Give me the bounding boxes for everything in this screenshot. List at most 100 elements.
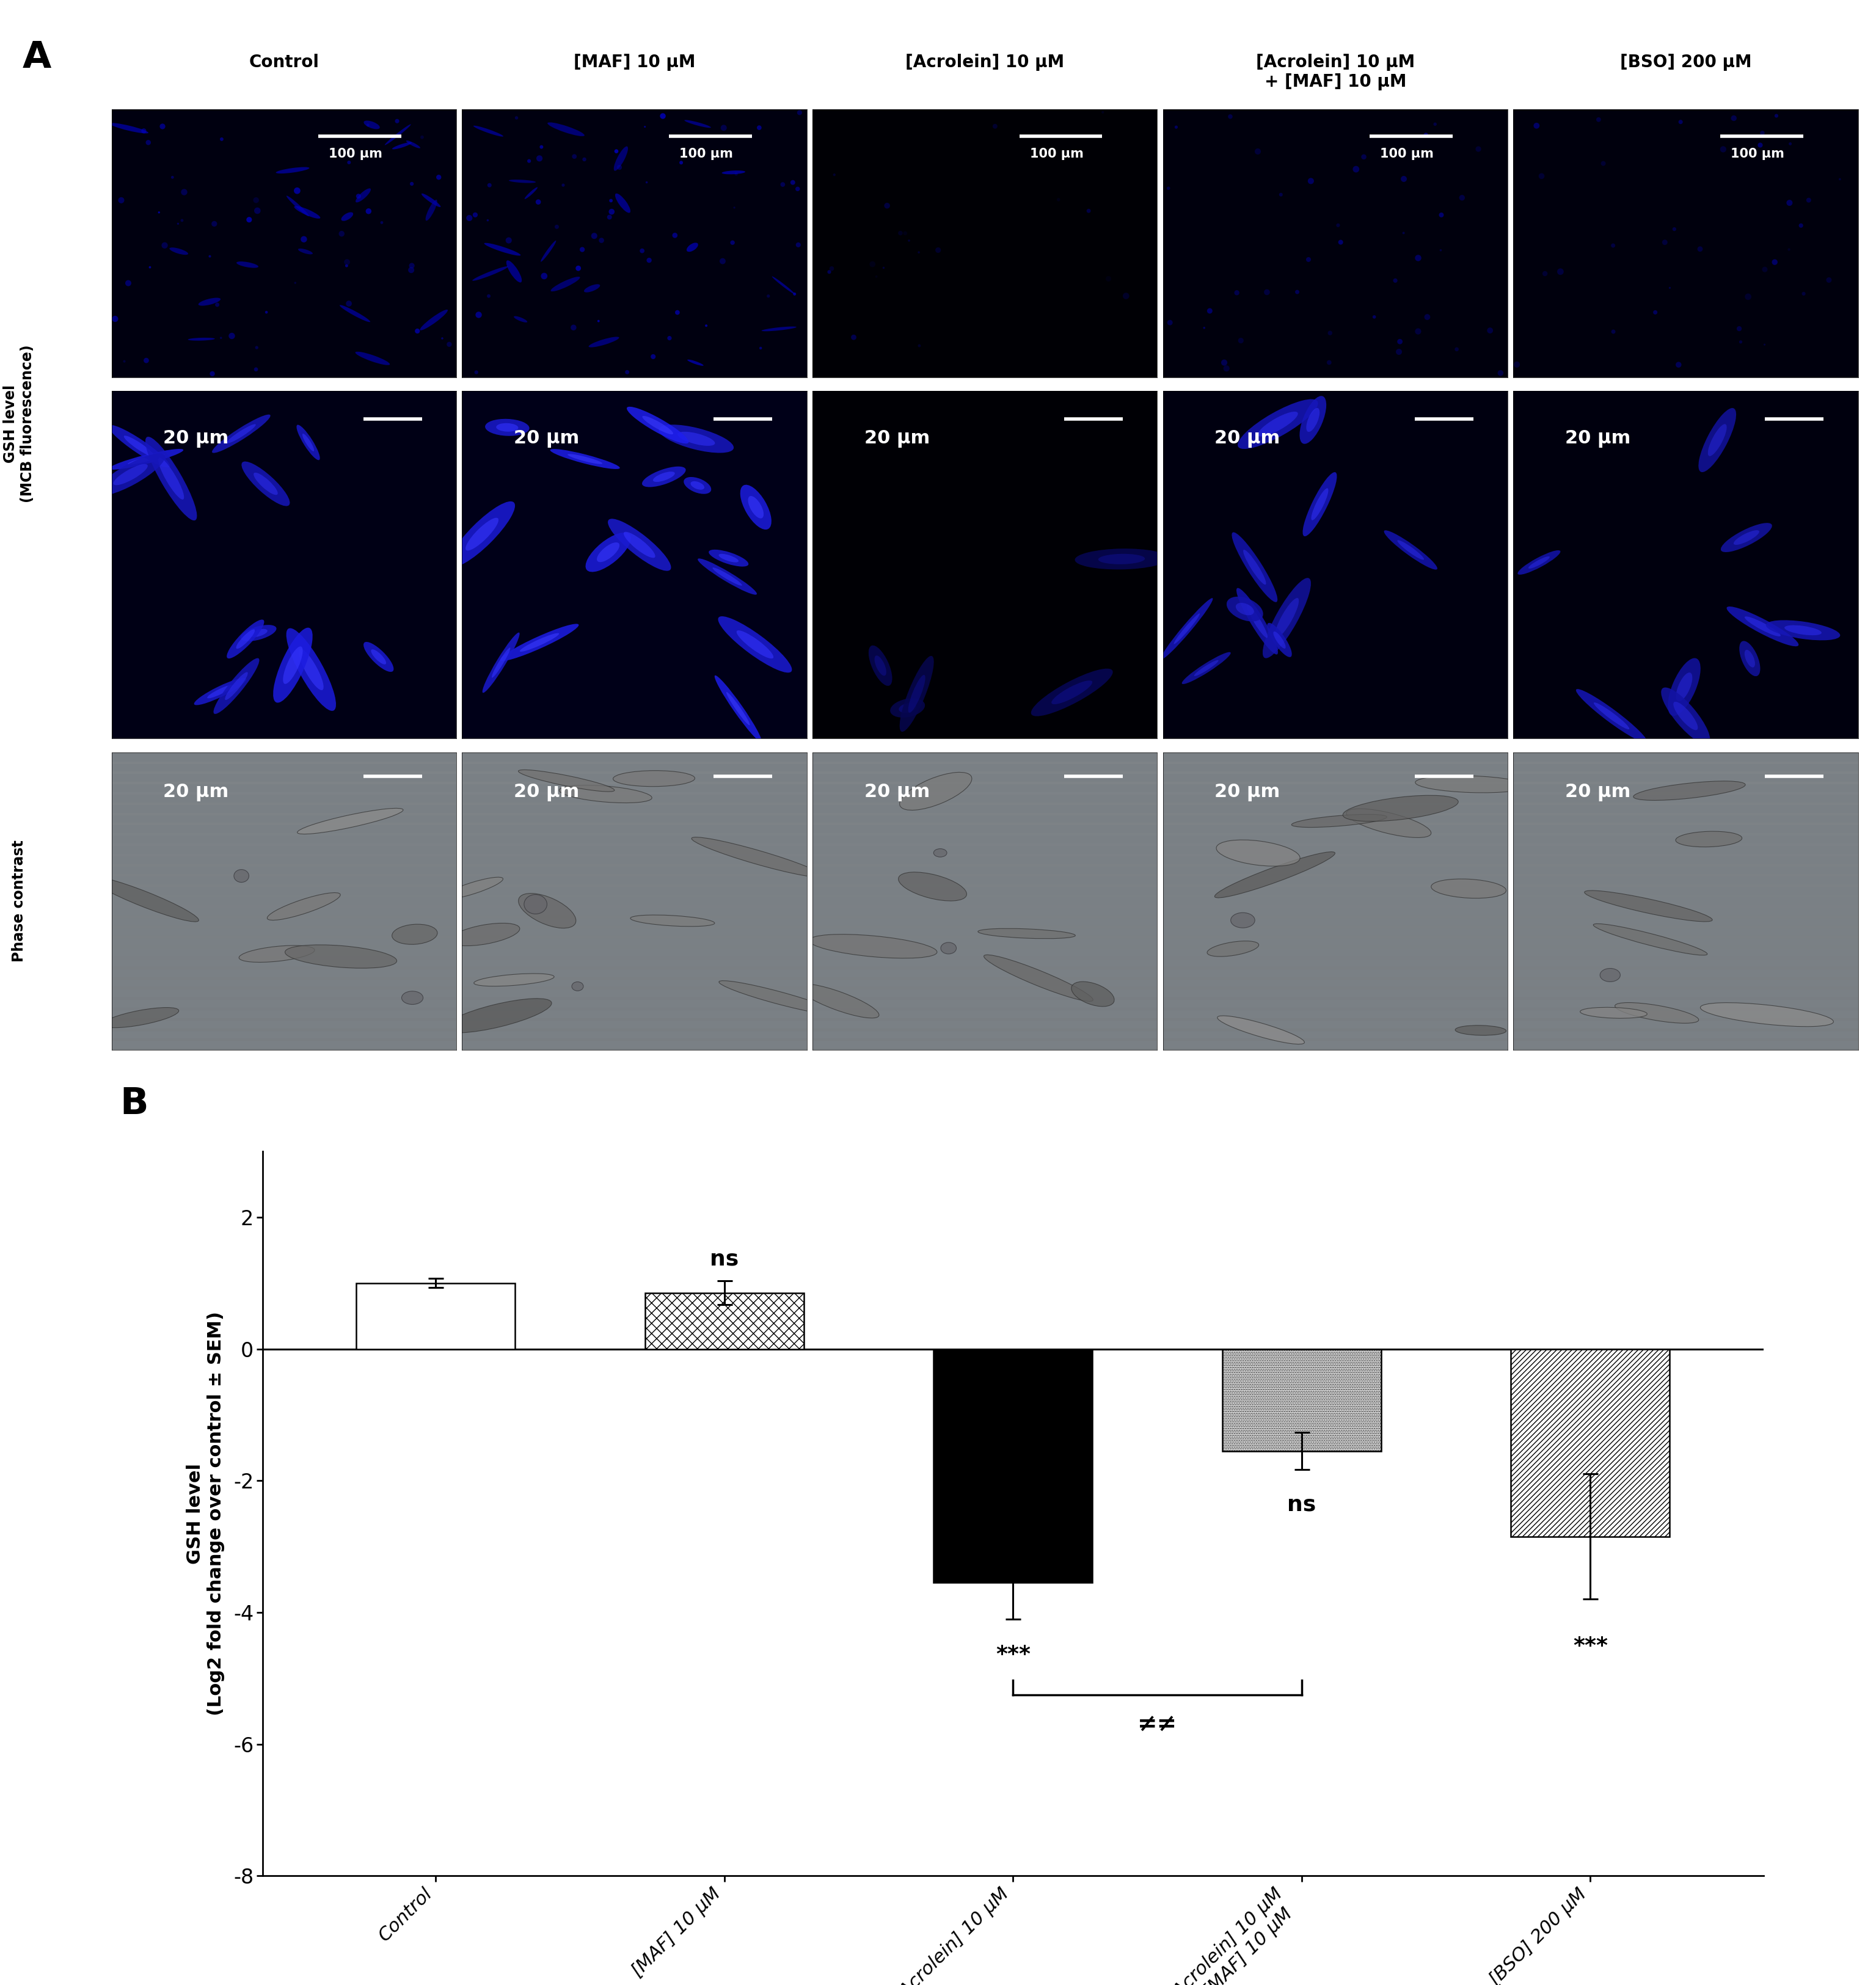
- Point: [525, 143, 555, 175]
- Ellipse shape: [1347, 808, 1431, 838]
- Ellipse shape: [726, 693, 750, 725]
- Point: [107, 185, 137, 216]
- Text: [Acrolein] 10 μM: [Acrolein] 10 μM: [906, 54, 1064, 71]
- Point: [655, 322, 685, 353]
- Ellipse shape: [1274, 597, 1298, 637]
- Ellipse shape: [608, 518, 672, 572]
- Ellipse shape: [371, 649, 386, 665]
- Ellipse shape: [749, 496, 764, 518]
- Point: [326, 218, 356, 250]
- Point: [1251, 276, 1281, 308]
- Ellipse shape: [124, 435, 154, 457]
- Ellipse shape: [1698, 409, 1735, 472]
- Point: [1296, 165, 1326, 197]
- Ellipse shape: [552, 276, 580, 292]
- Point: [343, 181, 373, 212]
- Point: [816, 252, 846, 284]
- Ellipse shape: [1593, 923, 1707, 955]
- Ellipse shape: [653, 472, 675, 482]
- Ellipse shape: [1675, 673, 1692, 701]
- Point: [473, 204, 503, 236]
- Ellipse shape: [484, 242, 522, 256]
- Bar: [1223, 1350, 1381, 1451]
- Point: [563, 252, 593, 284]
- Point: [131, 345, 161, 377]
- Point: [1212, 353, 1242, 385]
- Point: [709, 111, 739, 143]
- Point: [647, 99, 677, 131]
- Ellipse shape: [762, 326, 797, 331]
- Text: 20 μm: 20 μm: [865, 429, 930, 447]
- Ellipse shape: [507, 260, 522, 282]
- Point: [529, 260, 559, 292]
- Ellipse shape: [737, 631, 773, 659]
- Point: [251, 296, 281, 328]
- Ellipse shape: [1216, 840, 1300, 865]
- Ellipse shape: [199, 298, 221, 306]
- Point: [1403, 316, 1433, 347]
- Point: [583, 306, 613, 337]
- Ellipse shape: [900, 655, 934, 732]
- Ellipse shape: [719, 981, 837, 1014]
- Ellipse shape: [658, 425, 734, 453]
- Ellipse shape: [685, 119, 711, 127]
- Point: [690, 310, 720, 341]
- Ellipse shape: [1227, 597, 1263, 621]
- Ellipse shape: [889, 699, 925, 717]
- Ellipse shape: [1218, 1016, 1304, 1044]
- Point: [169, 177, 199, 208]
- Ellipse shape: [615, 193, 630, 212]
- Ellipse shape: [298, 248, 313, 254]
- Point: [460, 198, 490, 230]
- Point: [1649, 226, 1679, 258]
- Ellipse shape: [169, 248, 188, 254]
- Point: [872, 191, 902, 222]
- Ellipse shape: [206, 685, 233, 699]
- Ellipse shape: [525, 187, 538, 198]
- Point: [150, 230, 180, 262]
- Point: [1111, 280, 1141, 312]
- Point: [1775, 127, 1805, 159]
- Point: [891, 218, 921, 250]
- Point: [542, 210, 572, 242]
- Ellipse shape: [940, 943, 957, 955]
- Ellipse shape: [1174, 613, 1201, 643]
- Ellipse shape: [1051, 681, 1092, 705]
- Text: 20 μm: 20 μm: [514, 429, 580, 447]
- Point: [666, 147, 696, 179]
- Ellipse shape: [1097, 554, 1144, 564]
- Ellipse shape: [1032, 669, 1112, 717]
- Text: Control: Control: [250, 54, 319, 71]
- Point: [861, 260, 891, 292]
- Ellipse shape: [473, 125, 503, 137]
- Point: [627, 234, 657, 266]
- Ellipse shape: [287, 627, 336, 711]
- Ellipse shape: [109, 123, 148, 133]
- Ellipse shape: [240, 625, 276, 641]
- Ellipse shape: [1668, 659, 1700, 717]
- Ellipse shape: [518, 770, 615, 792]
- Point: [1315, 318, 1345, 349]
- Point: [407, 121, 437, 153]
- Ellipse shape: [473, 266, 508, 280]
- Ellipse shape: [520, 633, 559, 651]
- Ellipse shape: [392, 143, 411, 149]
- Point: [1640, 296, 1670, 328]
- Ellipse shape: [1518, 550, 1561, 574]
- Point: [1793, 185, 1823, 216]
- Ellipse shape: [1595, 703, 1630, 728]
- Ellipse shape: [1707, 425, 1726, 457]
- Ellipse shape: [627, 407, 688, 443]
- Point: [133, 127, 163, 159]
- Ellipse shape: [188, 337, 216, 341]
- Point: [1242, 135, 1272, 167]
- Ellipse shape: [109, 425, 171, 468]
- Point: [895, 224, 925, 256]
- Ellipse shape: [1233, 532, 1278, 601]
- Point: [1446, 183, 1476, 214]
- Point: [398, 250, 428, 282]
- Point: [1750, 330, 1780, 361]
- Text: 100 μm: 100 μm: [1030, 147, 1084, 161]
- Text: 20 μm: 20 μm: [1214, 429, 1279, 447]
- Point: [1760, 246, 1790, 278]
